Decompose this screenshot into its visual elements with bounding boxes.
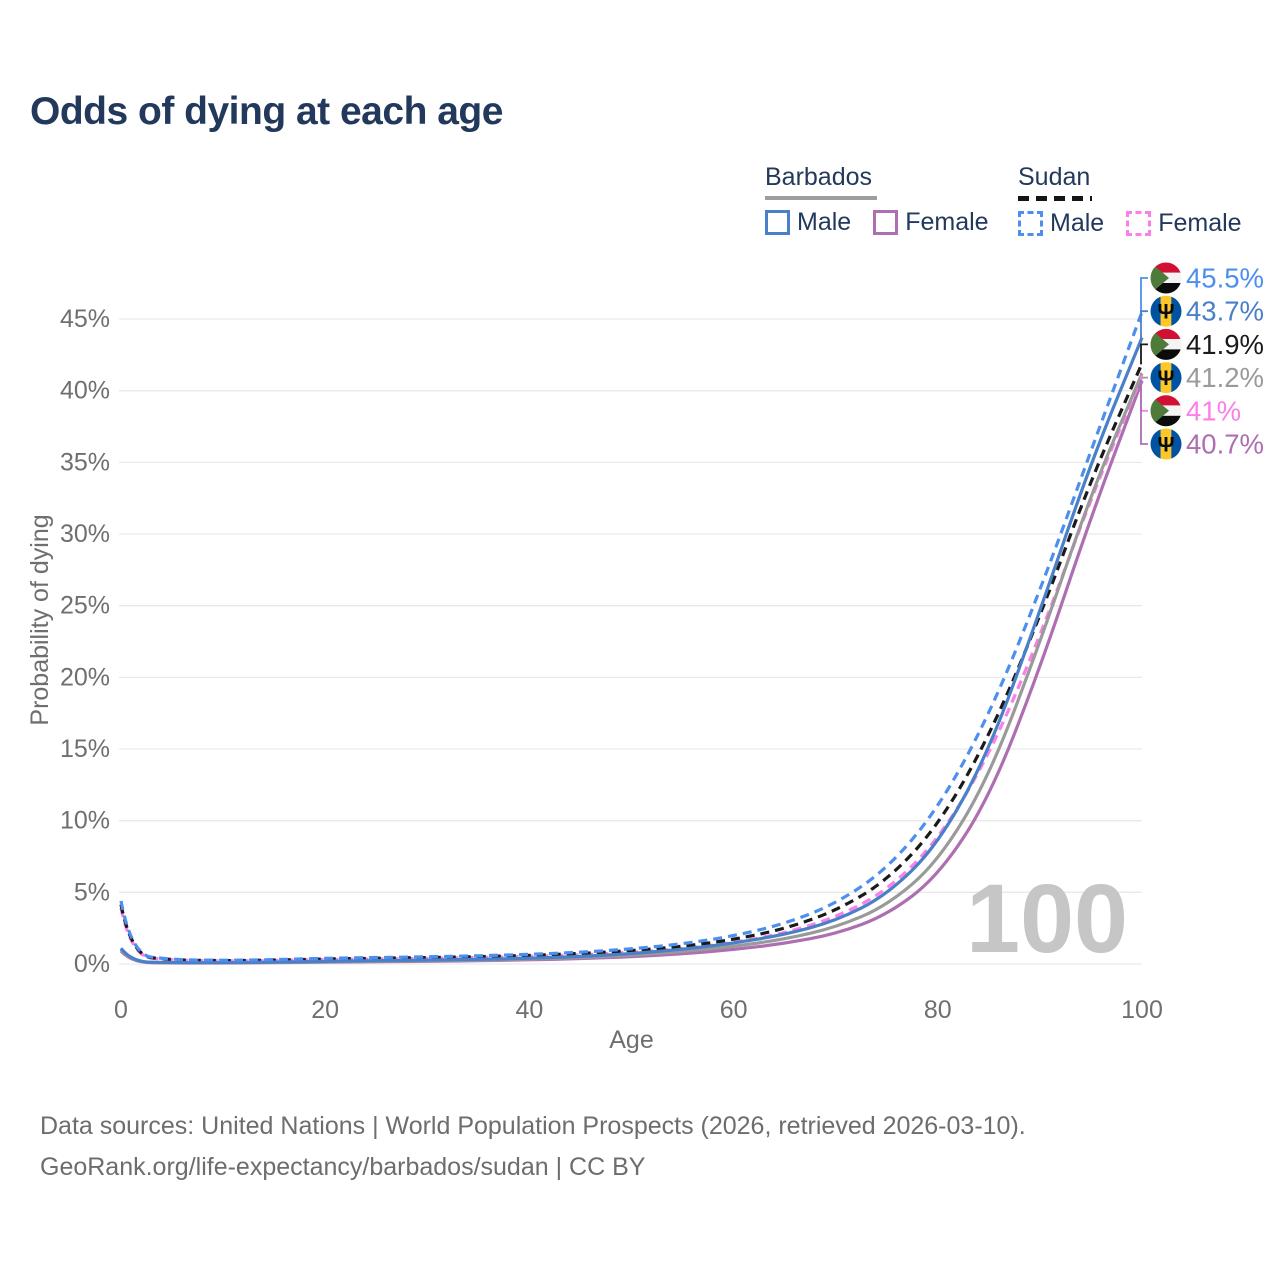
end-label-value-sudan-male: 45.5%	[1186, 263, 1264, 294]
legend-underline-dashed	[1018, 196, 1092, 201]
series-line-sudan-both-sexes	[119, 362, 1144, 963]
y-tick-label: 10%	[60, 807, 110, 835]
data-source-line2: GeoRank.org/life-expectancy/barbados/sud…	[40, 1153, 646, 1181]
chart-title: Odds of dying at each age	[30, 90, 503, 133]
legend-row-sudan: Male Female	[1018, 209, 1242, 238]
legend-country-sudan[interactable]: Sudan	[1018, 163, 1091, 191]
svg-text:Ψ: Ψ	[1158, 434, 1175, 457]
data-source-note: Data sources: United Nations | World Pop…	[40, 1106, 1026, 1188]
svg-text:Ψ: Ψ	[1158, 367, 1175, 390]
x-tick-label: 80	[924, 996, 952, 1024]
y-axis-title: Probability of dying	[26, 514, 54, 725]
legend-label-sudan-female: Female	[1158, 209, 1242, 237]
barbados-flag-icon: Ψ	[1150, 428, 1182, 460]
svg-text:Ψ: Ψ	[1158, 301, 1175, 324]
legend-label-barbados-female: Female	[905, 208, 989, 236]
end-label-value-barbados-both-sexes: 41.2%	[1186, 362, 1264, 393]
y-tick-label: 5%	[74, 878, 110, 906]
y-tick-label: 20%	[60, 663, 110, 691]
y-tick-label: 40%	[60, 377, 110, 405]
legend-item-barbados-male[interactable]: Male	[765, 208, 851, 237]
data-source-line1: Data sources: United Nations | World Pop…	[40, 1112, 1026, 1140]
end-label-value-barbados-male: 43.7%	[1186, 296, 1264, 327]
legend-underline-solid	[765, 196, 877, 200]
y-tick-label: 45%	[60, 305, 110, 333]
legend-group-barbados: Barbados Male Female	[765, 163, 989, 237]
legend-label-barbados-male: Male	[797, 208, 852, 236]
legend-item-sudan-female[interactable]: Female	[1126, 209, 1242, 238]
legend-group-sudan: Sudan Male Female	[1018, 163, 1242, 238]
x-tick-label: 100	[1121, 996, 1163, 1024]
end-label-connector-barbados-female	[1140, 379, 1148, 445]
y-tick-label: 35%	[60, 448, 110, 476]
barbados-flag-icon: Ψ	[1150, 295, 1182, 327]
y-tick-label: 15%	[60, 735, 110, 763]
legend-swatch-barbados-female	[873, 210, 899, 235]
sudan-flag-icon	[1150, 262, 1182, 294]
x-tick-label: 0	[114, 996, 128, 1024]
sudan-flag-icon	[1150, 395, 1182, 427]
end-label-value-sudan-female: 41%	[1186, 395, 1241, 426]
barbados-flag-icon: Ψ	[1150, 362, 1182, 394]
legend-swatch-barbados-male	[765, 210, 790, 235]
legend-item-sudan-male[interactable]: Male	[1018, 209, 1104, 238]
legend-item-barbados-female[interactable]: Female	[873, 208, 989, 237]
end-label-value-barbados-female: 40.7%	[1186, 429, 1264, 460]
end-label-connector-sudan-male	[1140, 277, 1148, 313]
series-line-sudan-male	[119, 311, 1144, 962]
legend-swatch-sudan-male	[1018, 211, 1043, 236]
sudan-flag-icon	[1150, 328, 1182, 360]
y-tick-label: 25%	[60, 592, 110, 620]
legend-country-barbados[interactable]: Barbados	[765, 163, 873, 191]
y-tick-label: 30%	[60, 520, 110, 548]
x-tick-label: 40	[515, 996, 543, 1024]
end-label-connector-barbados-male	[1140, 310, 1148, 339]
x-tick-label: 60	[720, 996, 748, 1024]
legend-swatch-sudan-female	[1126, 211, 1152, 236]
end-label-connector-sudan-both-sexes	[1140, 343, 1148, 365]
y-tick-label: 0%	[74, 950, 110, 978]
series-line-barbados-male	[119, 337, 1144, 965]
legend-label-sudan-male: Male	[1050, 209, 1105, 237]
age-counter-watermark: 100	[966, 864, 1128, 973]
x-axis-title: Age	[609, 1026, 653, 1054]
legend-row-barbados: Male Female	[765, 208, 989, 237]
x-tick-label: 20	[311, 996, 339, 1024]
end-label-value-sudan-both-sexes: 41.9%	[1186, 329, 1264, 360]
